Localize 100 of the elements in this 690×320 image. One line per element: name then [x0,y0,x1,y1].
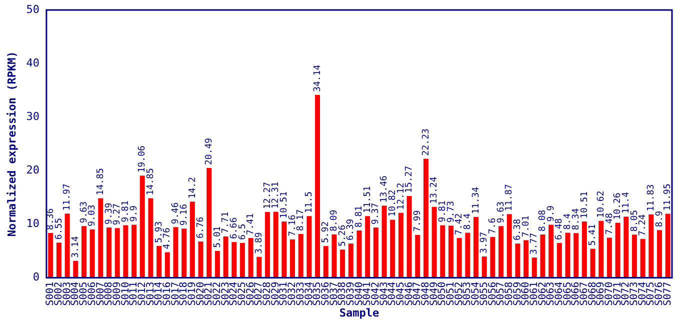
bar [498,226,504,278]
data-label: 8.9 [654,210,665,228]
bar [365,216,370,278]
bar [106,227,112,278]
bar [356,230,362,278]
bar [632,234,637,278]
bar [140,176,145,278]
data-label: 5.93 [154,221,164,243]
bar [182,228,187,278]
data-label: 20.49 [204,138,214,166]
y-tick-label: 0 [32,270,40,284]
y-tick-label: 40 [26,56,40,70]
data-label: 6.66 [229,217,240,240]
data-label: 11.83 [646,184,656,212]
bar [540,234,546,278]
data-label: 9.63 [79,201,90,224]
bar [273,212,278,278]
data-label: 11.5 [304,191,315,214]
x-tick-label: S077 [662,282,674,306]
bar [298,234,304,278]
data-label: 7.99 [412,210,423,232]
data-label: 8.4 [462,213,473,230]
data-label: 11.87 [504,184,515,212]
data-label: 7.41 [246,213,256,236]
bar [432,206,437,278]
bar [665,214,670,278]
data-label: 7.01 [521,215,532,238]
data-label: 3.97 [480,232,490,254]
bar [315,94,320,278]
bar [440,225,446,278]
data-label: 5.41 [588,224,598,246]
bar [506,214,512,278]
data-label: 12.12 [396,182,406,210]
bar [240,242,245,278]
bar [448,226,454,278]
data-label: 9.9 [129,205,140,222]
data-label: 14.2 [188,177,198,199]
data-label: 10.51 [580,191,590,218]
bar [648,214,654,278]
x-axis-title: Sample [339,306,380,320]
data-label: 9.03 [88,204,98,226]
bar [64,214,70,278]
bar [81,226,86,278]
bar [148,198,154,278]
bar [390,220,396,278]
bar [214,250,220,278]
bar [132,224,137,278]
bar [223,236,228,278]
data-label: 11.34 [471,186,482,214]
data-label: 15.27 [404,166,415,193]
bar [264,212,270,278]
data-label: 9.37 [371,202,382,225]
data-label: 8.34 [571,208,582,230]
y-tick-label: 10 [26,217,40,230]
bar [256,256,262,278]
bar [574,233,579,278]
y-tick-label: 50 [26,2,40,16]
bar [640,238,646,278]
bar [598,220,604,278]
data-label: 4.76 [162,228,173,250]
data-label: 19.06 [138,146,148,173]
bar [340,250,346,278]
bar [48,232,54,278]
bar [515,244,520,278]
data-label: 10.51 [280,191,290,218]
data-label: 8.81 [354,206,365,228]
bar [382,206,387,278]
bar [290,239,295,278]
bar [606,238,612,278]
bar [556,243,562,278]
data-label: 10.26 [613,192,624,220]
data-label: 9.81 [438,200,448,222]
y-tick-label: 20 [26,163,40,176]
data-label: 9.16 [179,204,190,226]
bar [56,242,62,278]
bar [615,222,620,278]
bar [490,237,496,278]
bar [164,252,170,278]
bar [90,229,95,278]
bar [373,228,378,278]
y-tick-label: 30 [26,110,40,123]
bar [656,230,662,278]
data-label: 6.55 [54,218,64,240]
bar [282,221,287,278]
data-label: 6.5 [238,224,248,240]
data-label: 9.9 [546,205,556,222]
data-label: 34.14 [312,64,323,92]
data-label: 6.76 [196,216,206,239]
data-label: 3.77 [530,232,540,255]
bar [306,216,312,278]
data-label: 14.85 [146,168,156,196]
bar [156,246,162,278]
bar [465,232,470,278]
bar [582,221,587,278]
data-label: 9.39 [104,202,114,224]
data-label: 7.24 [638,214,648,236]
bar [206,168,212,278]
bar [332,234,337,278]
data-label: 13.24 [430,176,440,204]
data-label: 9.73 [446,200,456,223]
